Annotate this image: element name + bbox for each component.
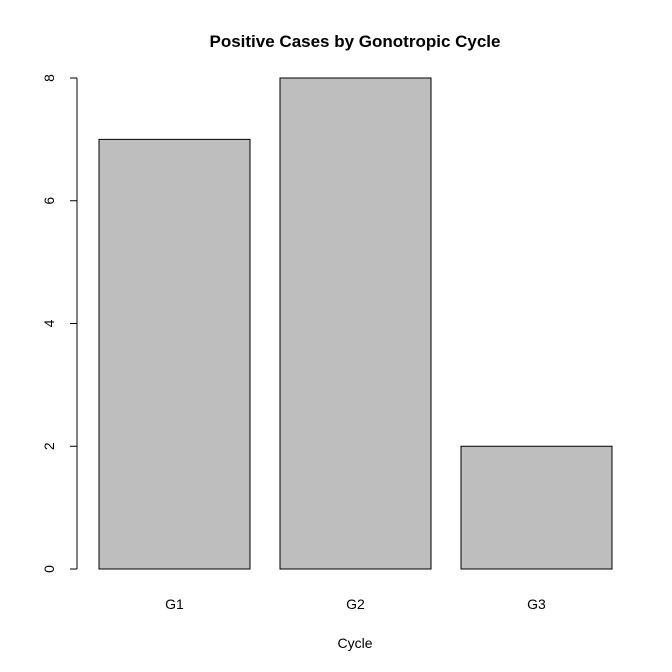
x-axis-label: Cycle (337, 635, 372, 651)
bar-g2 (279, 77, 432, 570)
bar-g1 (98, 138, 251, 570)
y-tick-label-1: 2 (41, 442, 57, 450)
y-tick-label-4: 8 (41, 74, 57, 82)
x-tick-label-g3: G3 (527, 596, 546, 612)
y-tick-label-3: 6 (41, 197, 57, 205)
y-axis: 0 2 4 6 8 (41, 74, 78, 573)
bar-g3 (460, 445, 613, 570)
x-tick-labels: G1 G2 G3 (165, 596, 546, 612)
x-tick-label-g1: G1 (165, 596, 184, 612)
y-tick-label-2: 4 (41, 319, 57, 327)
y-tick-label-0: 0 (41, 565, 57, 573)
x-tick-label-g2: G2 (346, 596, 365, 612)
bars (98, 77, 613, 570)
chart-title: Positive Cases by Gonotropic Cycle (210, 32, 501, 51)
